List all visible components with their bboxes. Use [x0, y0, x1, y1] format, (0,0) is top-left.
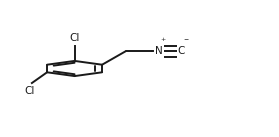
Text: −: − [183, 37, 189, 42]
Text: Cl: Cl [69, 33, 80, 43]
Text: N: N [155, 46, 162, 56]
Text: Cl: Cl [24, 86, 34, 96]
Text: C: C [178, 46, 185, 56]
Text: +: + [161, 37, 166, 42]
